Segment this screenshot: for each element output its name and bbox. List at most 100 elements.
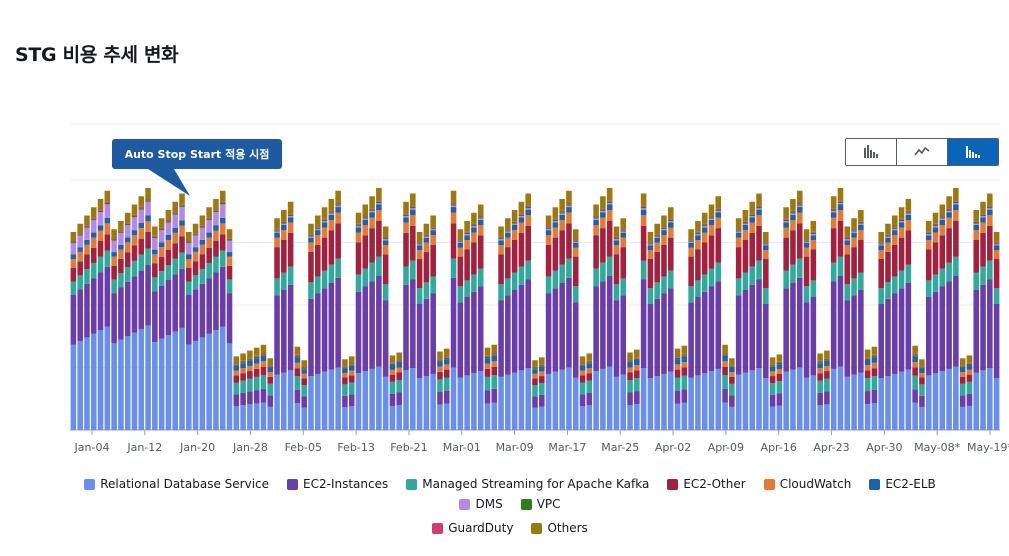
bar-segment[interactable]	[593, 219, 599, 225]
bar-segment[interactable]	[287, 201, 294, 214]
bar-segment[interactable]	[437, 351, 443, 360]
bar-segment[interactable]	[274, 237, 280, 248]
bar-segment[interactable]	[281, 210, 287, 222]
bar-segment[interactable]	[925, 231, 932, 233]
bar-segment[interactable]	[640, 368, 647, 430]
bar-segment[interactable]	[403, 284, 409, 371]
bar-segment[interactable]	[118, 221, 124, 231]
bar-segment[interactable]	[634, 358, 640, 360]
bar-segment[interactable]	[233, 364, 240, 366]
bar-segment[interactable]	[477, 217, 484, 219]
bar-segment[interactable]	[158, 285, 165, 339]
bar-segment[interactable]	[518, 217, 525, 223]
bar-segment[interactable]	[457, 256, 464, 287]
bar-segment[interactable]	[539, 357, 545, 365]
bar-segment[interactable]	[131, 245, 138, 261]
bar-segment[interactable]	[77, 251, 83, 262]
bar-segment[interactable]	[213, 210, 219, 213]
bar-segment[interactable]	[369, 212, 375, 218]
bar-segment[interactable]	[90, 232, 97, 238]
bar-segment[interactable]	[152, 291, 158, 343]
bar-segment[interactable]	[830, 368, 837, 430]
bar-segment[interactable]	[179, 193, 185, 205]
bar-segment[interactable]	[192, 340, 199, 430]
bar-segment[interactable]	[763, 378, 769, 430]
bar-segment[interactable]	[851, 237, 857, 248]
bar-segment[interactable]	[104, 326, 111, 430]
bar-segment[interactable]	[477, 286, 484, 372]
bar-segment[interactable]	[898, 227, 905, 238]
bar-segment[interactable]	[566, 212, 572, 224]
bar-segment[interactable]	[70, 241, 77, 243]
bar-segment[interactable]	[919, 377, 925, 385]
stacked-bar-chart-button[interactable]	[948, 139, 998, 165]
bar-segment[interactable]	[688, 241, 694, 243]
bar-segment[interactable]	[321, 207, 328, 219]
bar-segment[interactable]	[77, 233, 83, 235]
bar-segment[interactable]	[539, 383, 545, 395]
bar-segment[interactable]	[179, 205, 185, 207]
bar-segment[interactable]	[851, 295, 857, 375]
bar-segment[interactable]	[172, 201, 179, 213]
bar-segment[interactable]	[335, 258, 341, 278]
bar-segment[interactable]	[498, 300, 504, 377]
bar-segment[interactable]	[783, 270, 789, 289]
bar-segment[interactable]	[260, 354, 267, 356]
bar-segment[interactable]	[477, 371, 484, 430]
bar-segment[interactable]	[715, 228, 722, 263]
bar-segment[interactable]	[634, 357, 640, 359]
bar-segment[interactable]	[980, 201, 986, 214]
bar-segment[interactable]	[314, 244, 321, 277]
bar-segment[interactable]	[267, 372, 274, 377]
bar-segment[interactable]	[423, 376, 430, 430]
bar-segment[interactable]	[993, 259, 1000, 289]
bar-segment[interactable]	[416, 244, 423, 246]
bar-segment[interactable]	[864, 391, 871, 405]
bar-segment[interactable]	[620, 247, 627, 279]
bar-segment[interactable]	[946, 368, 952, 430]
bar-segment[interactable]	[858, 240, 864, 273]
bar-segment[interactable]	[518, 201, 525, 214]
bar-segment[interactable]	[627, 367, 633, 373]
bar-segment[interactable]	[362, 268, 369, 287]
bar-segment[interactable]	[274, 247, 280, 279]
bar-segment[interactable]	[973, 223, 980, 225]
bar-segment[interactable]	[593, 286, 599, 372]
bar-segment[interactable]	[301, 373, 307, 379]
bar-segment[interactable]	[457, 302, 464, 378]
bar-segment[interactable]	[138, 329, 145, 430]
bar-segment[interactable]	[328, 283, 335, 370]
bar-segment[interactable]	[722, 355, 728, 362]
bar-segment[interactable]	[70, 243, 77, 255]
bar-segment[interactable]	[328, 220, 335, 231]
bar-segment[interactable]	[586, 392, 593, 406]
bar-segment[interactable]	[172, 227, 179, 233]
bar-segment[interactable]	[695, 221, 701, 232]
bar-segment[interactable]	[756, 206, 762, 209]
bar-segment[interactable]	[640, 208, 647, 210]
bar-segment[interactable]	[661, 215, 667, 227]
bar-segment[interactable]	[552, 207, 559, 219]
bar-segment[interactable]	[701, 226, 708, 228]
bar-segment[interactable]	[124, 222, 131, 224]
bar-segment[interactable]	[131, 216, 138, 218]
legend-item-ec2-elb[interactable]: EC2-ELB	[869, 476, 936, 492]
bar-segment[interactable]	[688, 256, 694, 287]
bar-segment[interactable]	[179, 236, 185, 253]
bar-segment[interactable]	[260, 366, 267, 375]
bar-segment[interactable]	[90, 262, 97, 279]
bar-segment[interactable]	[783, 237, 789, 271]
bar-segment[interactable]	[443, 348, 450, 357]
bar-segment[interactable]	[572, 240, 579, 242]
bar-segment[interactable]	[90, 218, 97, 220]
bar-segment[interactable]	[274, 374, 280, 430]
bar-segment[interactable]	[722, 388, 728, 403]
bar-segment[interactable]	[572, 242, 579, 248]
bar-segment[interactable]	[946, 212, 952, 218]
bar-segment[interactable]	[864, 359, 871, 366]
bar-segment[interactable]	[810, 240, 817, 250]
bar-segment[interactable]	[634, 391, 640, 405]
bar-segment[interactable]	[688, 240, 694, 242]
bar-segment[interactable]	[844, 245, 851, 255]
bar-segment[interactable]	[491, 388, 498, 403]
